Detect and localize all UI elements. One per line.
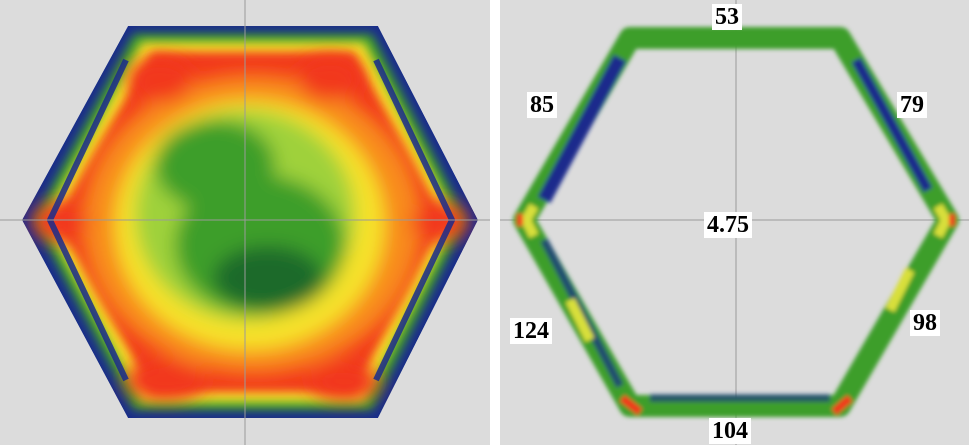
ring-red-bottom-left [619,394,643,416]
red-corner-top-left [128,58,192,102]
edge-value-upper-right: 79 [897,92,927,118]
dark-green-region [213,246,323,310]
ring-blue-upper-left [537,54,627,204]
edge-value-lower-left: 124 [510,318,552,344]
heatmap-panel-right: 53 85 79 4.75 124 98 104 [500,0,969,445]
hexagon-ring [500,0,969,445]
edge-value-lower-right: 98 [910,310,940,336]
edge-value-bottom: 104 [709,418,751,444]
ring-yellow-lower-left [565,297,595,343]
ring-red-bottom-right [831,394,853,416]
ring-yellow-right-corner [933,203,952,239]
hexagon-heatmap [0,0,490,445]
edge-value-top: 53 [712,4,742,30]
edge-value-upper-left: 85 [527,92,557,118]
red-corner-right [412,202,468,242]
ring-yellow-left-corner [520,203,539,239]
heatmap-panel-left [0,0,490,445]
red-corner-left [32,202,88,242]
red-corner-top-right [298,56,362,100]
ring-blue-upper-right [851,57,933,193]
center-value: 4.75 [704,212,752,238]
red-corner-bottom-left [125,360,205,400]
red-corner-bottom-right [310,364,380,400]
ring-yellow-lower-right [885,267,915,313]
